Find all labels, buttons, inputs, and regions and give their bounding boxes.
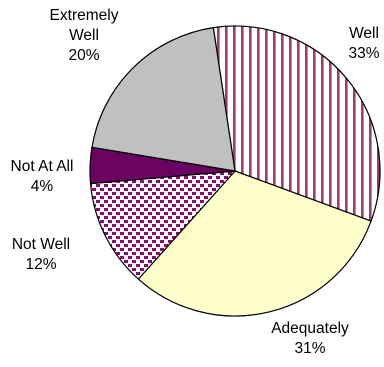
pie-slice-extremely-well xyxy=(91,26,236,172)
slice-labels: Well 33% Adequately 31% Not Well 12% Not At Al… xyxy=(11,7,380,357)
pie-slice-well xyxy=(212,25,381,222)
pie-slice-adequately xyxy=(137,170,372,317)
slice-label-not-well: Not Well 12% xyxy=(12,236,70,273)
pie-slice-not-well xyxy=(89,170,237,280)
slice-label-not-at-all: Not At All 4% xyxy=(11,158,74,195)
slice-label-well: Well 33% xyxy=(348,25,379,62)
slice-label-extremely-well: Extremely Well 20% xyxy=(50,7,119,64)
slice-label-adequately: Adequately 31% xyxy=(271,320,349,357)
pie-slices xyxy=(89,25,381,317)
